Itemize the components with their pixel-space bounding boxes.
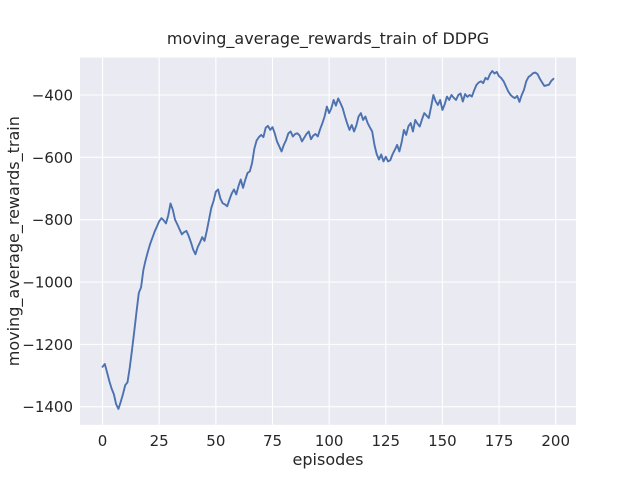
y-tick-label: −800 bbox=[32, 211, 73, 229]
x-tick-label: 200 bbox=[541, 432, 570, 450]
y-tick-label: −1200 bbox=[22, 336, 73, 354]
y-tick-label: −600 bbox=[32, 149, 73, 167]
x-tick-label: 150 bbox=[428, 432, 457, 450]
x-tick-label: 0 bbox=[98, 432, 108, 450]
gridlines bbox=[80, 57, 576, 425]
x-tick-label: 175 bbox=[485, 432, 514, 450]
y-axis-label: moving_average_rewards_train bbox=[4, 116, 24, 366]
x-tick-labels: 0 25 50 75 100 125 150 175 200 bbox=[98, 432, 570, 450]
plot-area bbox=[80, 57, 576, 425]
x-tick-label: 125 bbox=[371, 432, 400, 450]
x-tick-label: 75 bbox=[263, 432, 282, 450]
y-tick-labels: −400 −600 −800 −1000 −1200 −1400 bbox=[22, 87, 73, 417]
y-tick-label: −1400 bbox=[22, 398, 73, 416]
x-tick-label: 100 bbox=[315, 432, 344, 450]
y-tick-label: −1000 bbox=[22, 274, 73, 292]
y-tick-label: −400 bbox=[32, 87, 73, 105]
chart-title: moving_average_rewards_train of DDPG bbox=[167, 29, 489, 49]
x-tick-label: 50 bbox=[206, 432, 225, 450]
x-axis-label: episodes bbox=[293, 450, 364, 469]
line-series-layer bbox=[101, 70, 555, 410]
x-tick-label: 25 bbox=[150, 432, 169, 450]
line-series bbox=[101, 70, 555, 410]
